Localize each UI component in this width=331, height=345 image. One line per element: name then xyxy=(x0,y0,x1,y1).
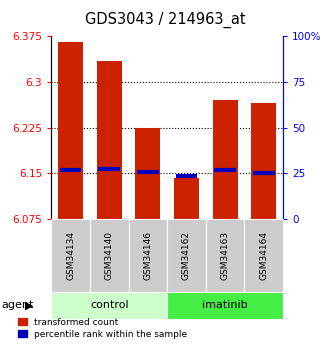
Bar xyxy=(58,42,83,219)
Text: GSM34162: GSM34162 xyxy=(182,231,191,280)
Bar xyxy=(97,61,122,219)
Text: agent: agent xyxy=(2,300,34,310)
Text: control: control xyxy=(90,300,128,310)
Bar xyxy=(135,128,161,219)
Bar xyxy=(213,100,238,219)
Text: GSM34146: GSM34146 xyxy=(143,231,152,280)
Legend: transformed count, percentile rank within the sample: transformed count, percentile rank withi… xyxy=(18,318,187,339)
Text: ▶: ▶ xyxy=(25,300,33,310)
Text: GDS3043 / 214963_at: GDS3043 / 214963_at xyxy=(85,12,246,28)
Text: GSM34163: GSM34163 xyxy=(220,231,230,280)
Text: GSM34134: GSM34134 xyxy=(66,231,75,280)
Text: imatinib: imatinib xyxy=(202,300,248,310)
Bar xyxy=(251,103,276,219)
Text: GSM34140: GSM34140 xyxy=(105,231,114,280)
Text: GSM34164: GSM34164 xyxy=(259,231,268,280)
Bar xyxy=(174,178,199,219)
